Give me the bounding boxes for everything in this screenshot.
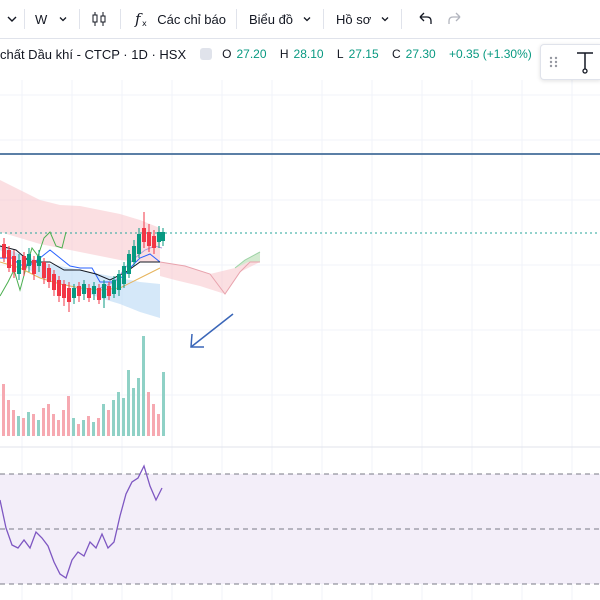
close-value: 27.30 [405,47,436,61]
close-letter: C [391,47,401,61]
chart-menu-label: Biểu đồ [248,11,294,27]
redo-button[interactable] [446,0,464,38]
open-value: 27.20 [236,47,267,61]
high-letter: H [279,47,289,61]
fx-icon: f x [134,10,147,28]
ichimoku-cloud-bearish [0,180,160,262]
measure-tool-icon[interactable] [573,49,597,75]
candles-icon [92,12,106,26]
profile-menu-button[interactable]: Hồ sơ [336,0,391,38]
divider [24,9,25,29]
open-letter: O [222,47,232,61]
top-toolbar: W f x Các chỉ báo Biểu đồ Hồ sơ [0,0,600,39]
more-options-icon[interactable] [200,48,213,60]
leading-span-a [159,261,260,295]
chevron-down-icon [381,17,389,22]
divider [235,9,237,29]
svg-text:f: f [134,10,143,28]
low-letter: L [336,47,344,61]
change-value: +0.35 (+1.30%) [449,47,532,61]
chevron-down-icon [7,16,17,22]
arrow-annotation-icon[interactable] [190,313,234,348]
volume-series [2,336,165,436]
svg-text:x: x [142,19,147,28]
interval-label: W [35,11,48,27]
chevron-down-icon[interactable] [6,0,18,38]
divider [120,9,122,29]
chart-menu-button[interactable]: Biểu đồ [249,0,313,38]
chevron-down-icon [303,17,311,22]
divider [79,9,81,29]
floating-drawing-toolbar [540,44,600,80]
price-grid [0,94,600,396]
ohlc-values: O 27.20 H 28.10 L 27.15 C 27.30 +0.35 (+1.30… [222,47,537,61]
rsi-line [0,464,163,580]
redo-icon [448,12,461,24]
indicators-label: Các chỉ báo [157,11,226,27]
chart-type-button[interactable] [90,0,108,38]
drag-handle-icon[interactable] [547,53,561,71]
low-value: 27.15 [348,47,379,61]
conversion-line [0,249,161,283]
candlestick-series [2,212,165,312]
ichimoku-cloud-bearish-future [160,252,260,294]
chevron-down-icon [59,17,67,22]
symbol-title[interactable]: chất Dầu khí - CTCP · 1D · HSX [0,46,187,62]
interval-selector[interactable]: W [35,0,69,38]
divider [401,9,403,29]
divider [323,9,325,29]
profile-menu-label: Hồ sơ [336,11,372,27]
undo-icon [419,12,432,24]
undo-button[interactable] [416,0,434,38]
ichimoku-cloud-bullish-future [235,252,260,268]
high-value: 28.10 [293,47,324,61]
leading-span-b [234,251,261,269]
indicators-button[interactable]: f x Các chỉ báo [133,0,226,38]
